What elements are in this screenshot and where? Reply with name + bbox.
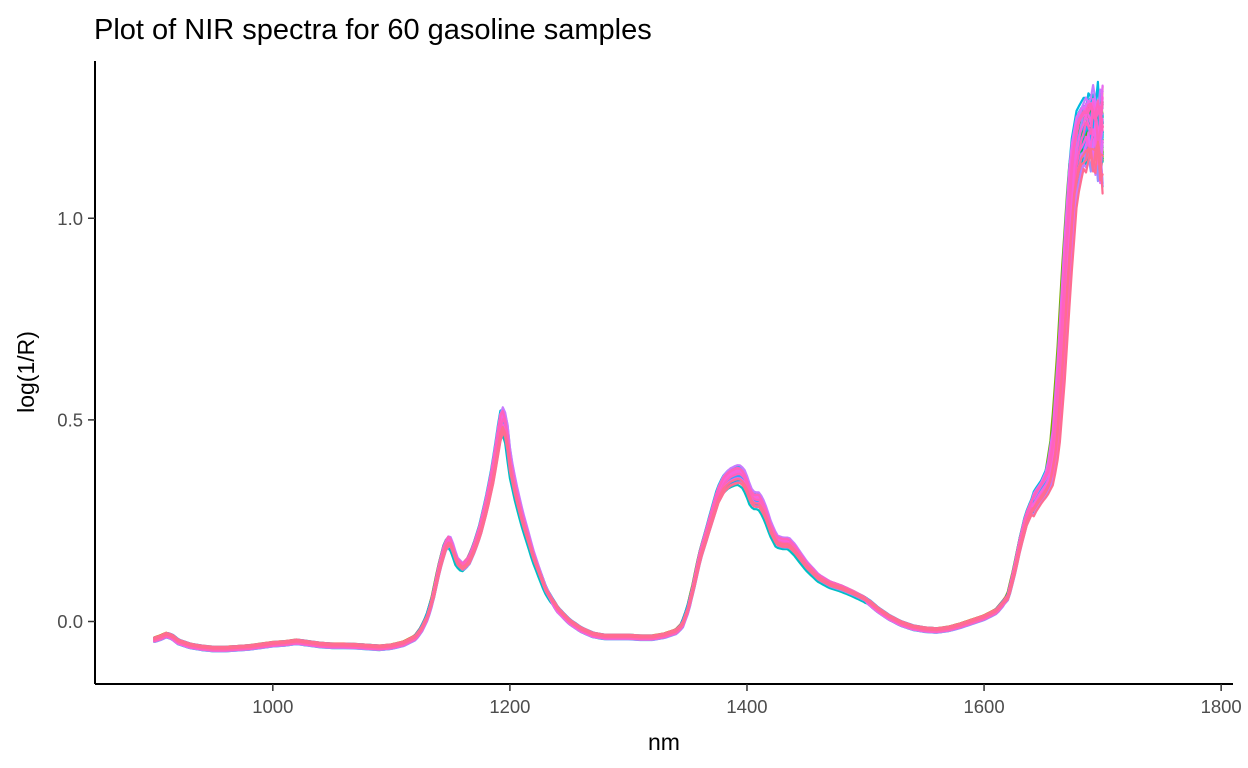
spectrum-line — [153, 100, 1104, 651]
spectrum-line — [153, 100, 1104, 652]
x-tick-label: 1400 — [726, 696, 767, 717]
spectrum-line — [153, 154, 1104, 649]
spectrum-line — [153, 108, 1104, 651]
spectrum-line — [153, 146, 1104, 651]
x-tick-label: 1600 — [963, 696, 1004, 717]
x-tick-label: 1200 — [489, 696, 530, 717]
x-axis-title: nm — [648, 729, 680, 755]
spectrum-line — [153, 130, 1104, 649]
y-tick-label: 0.5 — [57, 409, 83, 430]
spectrum-line — [153, 97, 1104, 652]
y-axis-ticks: 0.0 0.5 1.0 — [57, 208, 95, 632]
spectrum-line — [153, 121, 1104, 650]
spectrum-line — [153, 117, 1104, 651]
spectrum-line — [153, 123, 1104, 651]
spectrum-line — [153, 126, 1104, 652]
x-tick-label: 1800 — [1201, 696, 1242, 717]
spectrum-line — [153, 120, 1104, 649]
spectrum-line — [153, 129, 1104, 649]
spectrum-line — [153, 84, 1104, 651]
spectrum-line — [153, 99, 1104, 653]
spectrum-line — [153, 126, 1104, 651]
spectrum-line — [153, 143, 1104, 649]
spectrum-line — [153, 89, 1104, 652]
spectrum-line — [153, 118, 1104, 650]
x-tick-label: 1000 — [252, 696, 293, 717]
series-layer — [153, 80, 1104, 653]
spectrum-line — [153, 84, 1104, 651]
spectrum-line — [153, 101, 1104, 652]
spectrum-line — [153, 119, 1104, 649]
spectrum-line — [153, 110, 1104, 650]
spectrum-line — [153, 96, 1104, 652]
spectrum-line — [153, 85, 1104, 650]
y-tick-label: 1.0 — [57, 208, 83, 229]
spectrum-line — [153, 140, 1104, 649]
spectrum-line — [153, 119, 1104, 649]
y-axis-title: log(1/R) — [13, 331, 39, 413]
spectrum-line — [153, 99, 1104, 652]
spectrum-line — [153, 106, 1104, 651]
spectrum-line — [153, 115, 1104, 650]
spectrum-line — [153, 133, 1104, 648]
spectrum-line — [153, 132, 1104, 650]
spectrum-line — [153, 110, 1104, 650]
spectrum-line — [153, 98, 1104, 652]
spectrum-line — [153, 103, 1104, 650]
spectrum-line — [153, 149, 1104, 652]
y-tick-label: 0.0 — [57, 611, 83, 632]
spectrum-line — [153, 142, 1104, 649]
spectrum-line — [153, 104, 1104, 653]
spectrum-line — [153, 136, 1104, 649]
spectrum-line — [153, 134, 1104, 652]
chart-title: Plot of NIR spectra for 60 gasoline samp… — [94, 14, 652, 46]
spectrum-line — [153, 125, 1104, 649]
spectrum-line — [153, 125, 1104, 650]
spectrum-line — [153, 101, 1104, 653]
spectrum-line — [153, 113, 1104, 650]
x-axis-ticks: 1000 1200 1400 1600 1800 — [252, 684, 1242, 717]
spectrum-line — [153, 147, 1104, 648]
spectrum-line — [153, 93, 1104, 652]
spectrum-line — [153, 113, 1104, 651]
spectrum-line — [153, 118, 1104, 651]
spectrum-line — [153, 131, 1104, 648]
spectrum-line — [153, 107, 1104, 652]
spectrum-line — [153, 80, 1104, 652]
spectrum-line — [153, 103, 1104, 649]
spectrum-line — [153, 139, 1104, 652]
spectrum-line — [153, 124, 1104, 650]
spectrum-line — [153, 104, 1104, 650]
spectrum-line — [153, 142, 1104, 650]
spectrum-line — [153, 115, 1104, 650]
spectrum-line — [153, 105, 1104, 649]
spectrum-line — [153, 146, 1104, 651]
spectrum-line — [153, 99, 1104, 650]
